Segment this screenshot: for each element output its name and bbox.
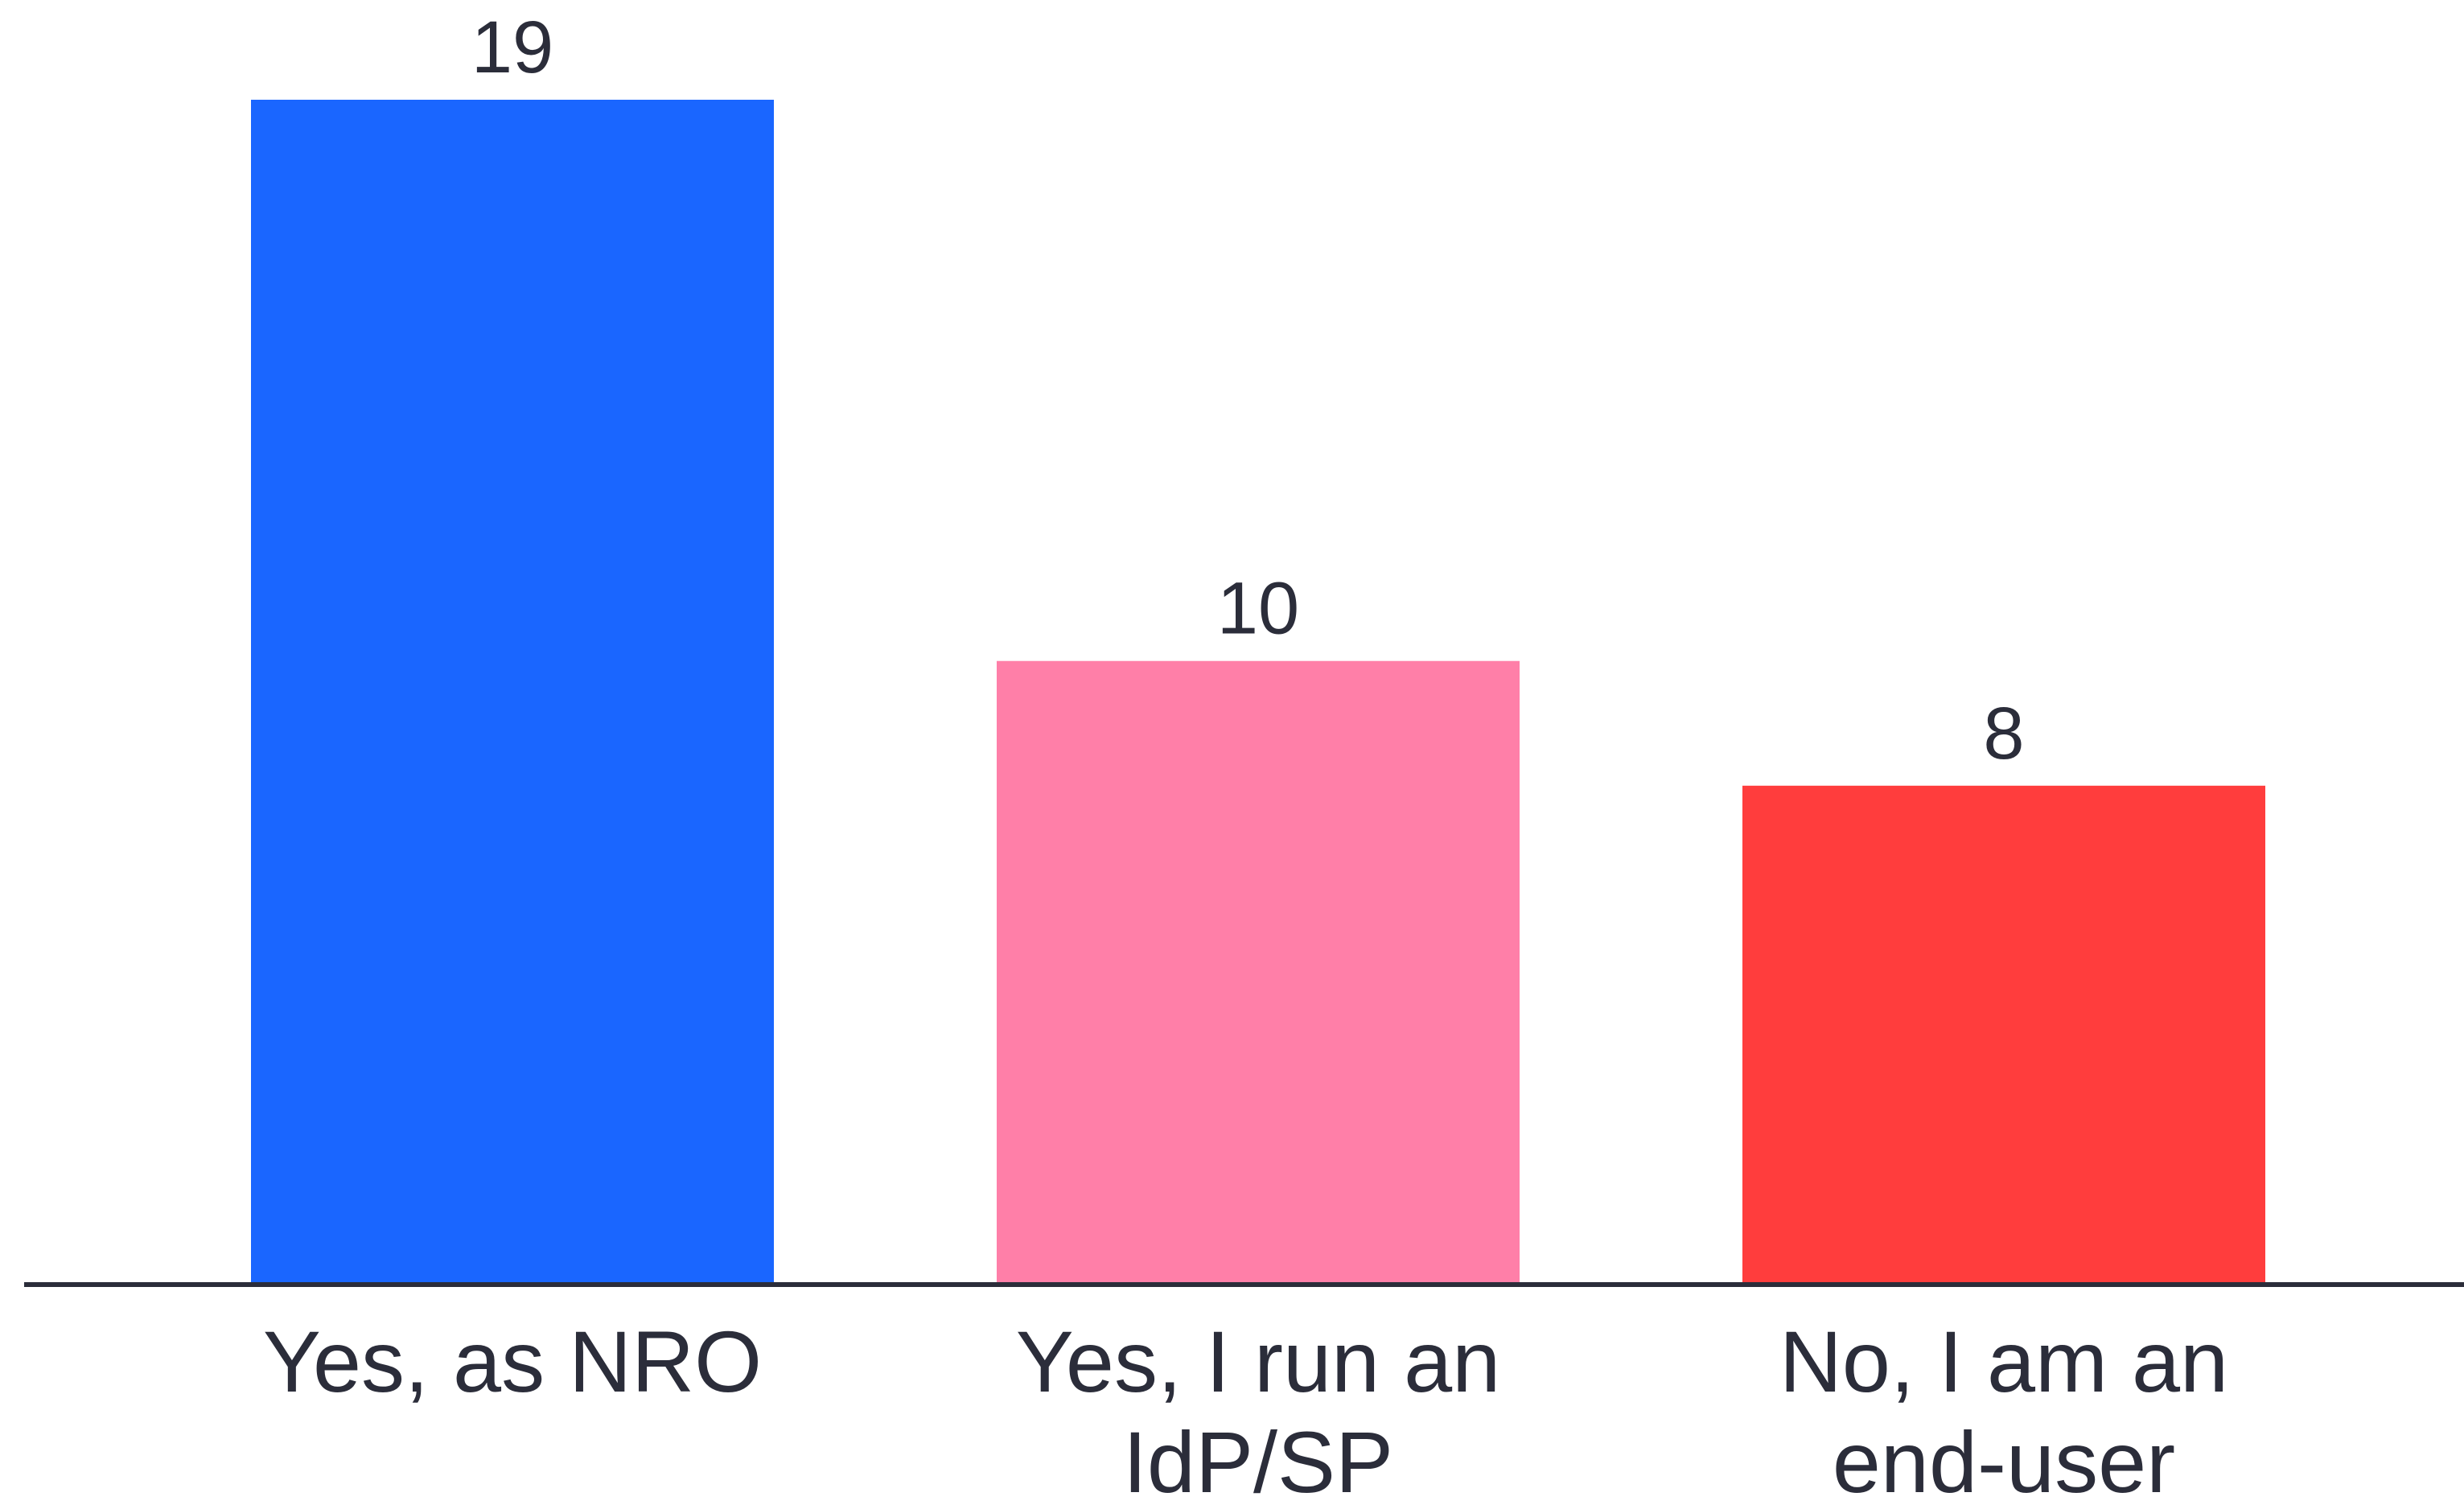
category-label: end-user xyxy=(1833,1413,2175,1509)
bar-2 xyxy=(997,660,1520,1285)
category-label: Yes, I run an xyxy=(1016,1313,1500,1410)
bars-layer xyxy=(251,100,2265,1285)
bar-value-label: 19 xyxy=(471,6,553,88)
value-labels-layer: 19 10 8 xyxy=(471,6,2025,775)
bar-3 xyxy=(1742,785,2265,1285)
bar-value-label: 10 xyxy=(1217,568,1299,650)
bar-value-label: 8 xyxy=(1983,693,2024,775)
bar-1 xyxy=(251,100,774,1285)
category-label: Yes, as NRO xyxy=(263,1313,762,1410)
category-label: IdP/SP xyxy=(1123,1413,1393,1509)
category-label: No, I am an xyxy=(1779,1313,2228,1410)
